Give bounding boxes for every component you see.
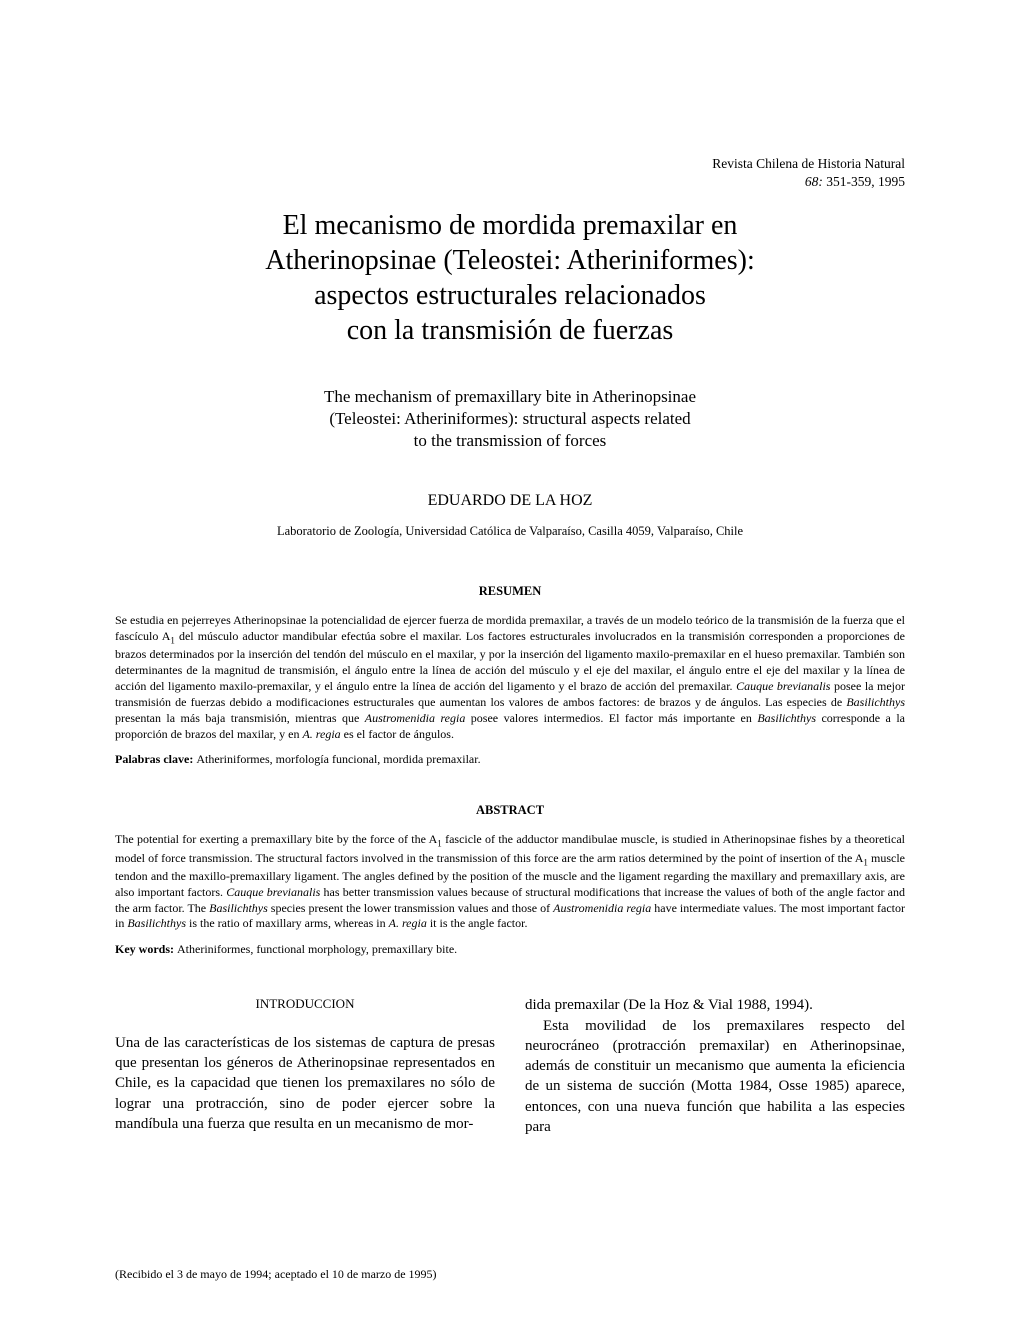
author-name: EDUARDO DE LA HOZ <box>115 492 905 510</box>
resumen-heading: RESUMEN <box>115 584 905 599</box>
author-affiliation: Laboratorio de Zoología, Universidad Cat… <box>115 524 905 539</box>
journal-issue: 68: 351-359, 1995 <box>115 173 905 191</box>
resumen-body: Se estudia en pejerreyes Atherinopsinae … <box>115 613 905 742</box>
article-title-english: The mechanism of premaxillary bite in At… <box>115 386 905 452</box>
intro-right-column: dida premaxilar (De la Hoz & Vial 1988, … <box>525 995 905 1137</box>
intro-right-text-1: dida premaxilar (De la Hoz & Vial 1988, … <box>525 995 905 1015</box>
journal-header: Revista Chilena de Historia Natural 68: … <box>115 155 905 190</box>
intro-left-column: INTRODUCCION Una de las características … <box>115 995 495 1137</box>
introduction-heading: INTRODUCCION <box>115 995 495 1013</box>
article-title-spanish: El mecanismo de mordida premaxilar en At… <box>115 208 905 348</box>
journal-name: Revista Chilena de Historia Natural <box>115 155 905 173</box>
intro-left-text: Una de las características de los sistem… <box>115 1033 495 1134</box>
received-date: (Recibido el 3 de mayo de 1994; aceptado… <box>115 1267 437 1282</box>
key-words: Key words: Atheriniformes, functional mo… <box>115 942 905 957</box>
palabras-clave: Palabras clave: Atheriniformes, morfolog… <box>115 752 905 767</box>
abstract-body: The potential for exerting a premaxillar… <box>115 832 905 932</box>
intro-right-text-2: Esta movilidad de los premaxilares respe… <box>525 1016 905 1138</box>
abstract-heading: ABSTRACT <box>115 803 905 818</box>
introduction-section: INTRODUCCION Una de las características … <box>115 995 905 1137</box>
